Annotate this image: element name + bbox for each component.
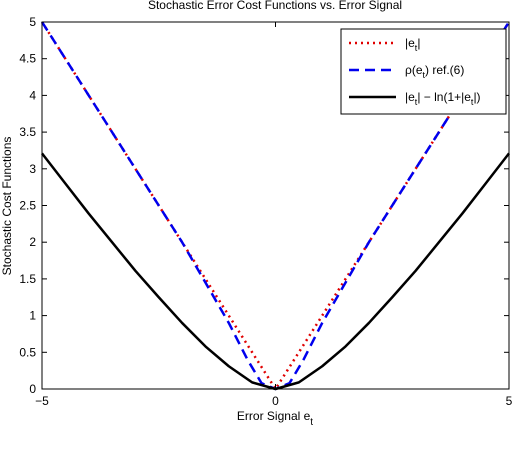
y-tick-label: 3.5 bbox=[19, 125, 36, 139]
y-tick-label: 5 bbox=[29, 15, 36, 29]
x-axis-label: Error Signal et bbox=[237, 409, 313, 428]
legend-box bbox=[340, 28, 507, 115]
y-tick-label: 0 bbox=[29, 382, 36, 396]
y-tick-label: 4.5 bbox=[19, 52, 36, 66]
x-axis-label-subscript: t bbox=[310, 417, 313, 428]
legend-label-1: |et| bbox=[405, 36, 420, 53]
x-axis-label-main: Error Signal e bbox=[237, 409, 311, 423]
y-tick-label: 2.5 bbox=[19, 199, 36, 213]
y-tick-label: 4 bbox=[29, 88, 36, 102]
y-tick-label: 0.5 bbox=[19, 345, 36, 359]
legend: |et| ρ(et) ref.(6) |et| − ln(1+|et|) bbox=[340, 28, 507, 115]
y-tick-label: 1.5 bbox=[19, 272, 36, 286]
legend-label-2: ρ(et) ref.(6) bbox=[405, 63, 464, 80]
y-tick-label: 3 bbox=[29, 162, 36, 176]
y-tick-label: 1 bbox=[29, 309, 36, 323]
x-tick-label: 5 bbox=[506, 394, 512, 408]
y-tick-label: 2 bbox=[29, 235, 36, 249]
y-axis-label: Stochastic Cost Functions bbox=[0, 137, 14, 276]
chart-title: Stochastic Error Cost Functions vs. Erro… bbox=[148, 0, 402, 12]
x-tick-label: 0 bbox=[272, 394, 279, 408]
legend-label-3: |et| − ln(1+|et|) bbox=[405, 90, 481, 107]
x-tick-label: −5 bbox=[35, 394, 49, 408]
